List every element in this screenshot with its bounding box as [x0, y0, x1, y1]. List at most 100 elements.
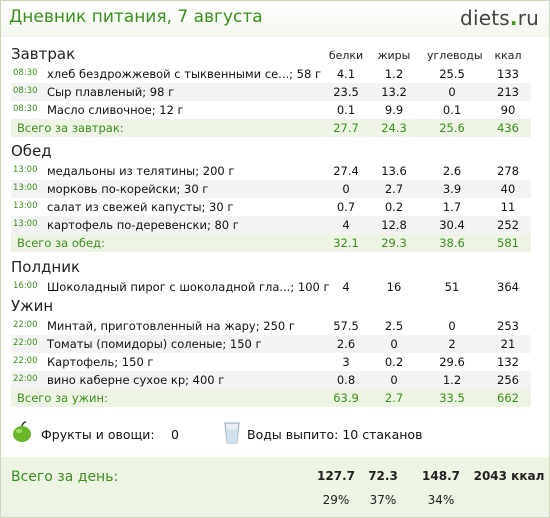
food-time: 08:30: [13, 68, 38, 78]
site-logo[interactable]: diets.ru: [460, 6, 539, 30]
food-name[interactable]: вино каберне сухое кр; 400 г: [47, 373, 225, 387]
food-row[interactable]: 13:00 картофель по-деревенски; 80 г 4 12.8 3…: [11, 216, 531, 234]
food-carbs: 0: [448, 319, 456, 333]
food-carbs: 1.2: [442, 373, 462, 387]
food-kcal: 40: [500, 182, 516, 196]
column-header-kcal: ккал: [494, 49, 522, 62]
food-kcal: 132: [497, 355, 519, 369]
food-fat: 2.7: [384, 182, 404, 196]
food-protein: 23.5: [333, 85, 359, 99]
food-time: 13:00: [13, 165, 38, 175]
food-row[interactable]: 08:30 Масло сливочное; 12 г 0.1 9.9 0.1 90: [11, 101, 531, 119]
food-carbs: 0: [448, 85, 456, 99]
food-name[interactable]: медальоны из телятины; 200 г: [47, 164, 235, 178]
food-name[interactable]: Томаты (помидоры) соленые; 150 г: [47, 337, 262, 351]
meal-total-kcal: 581: [497, 236, 519, 250]
day-protein-percent: 29%: [322, 493, 350, 507]
food-name[interactable]: хлеб бездрожжевой с тыквенными се...; 58…: [47, 67, 321, 81]
meal-total-protein: 32.1: [333, 236, 359, 250]
day-total-protein: 127.7: [317, 469, 355, 483]
food-row[interactable]: 16:00 Шоколадный пирог с шоколадной гла..…: [11, 278, 531, 296]
meal-total-carbs: 38.6: [439, 236, 465, 250]
meal-total-fat: 2.7: [384, 391, 404, 405]
apple-icon: [13, 421, 31, 442]
food-time: 13:00: [13, 219, 38, 229]
food-row[interactable]: 13:00 медальоны из телятины; 200 г 27.4 13.…: [11, 162, 531, 180]
food-kcal: 21: [500, 337, 516, 351]
meal-total-kcal: 662: [497, 391, 519, 405]
food-protein: 0.1: [336, 103, 356, 117]
food-kcal: 90: [500, 103, 516, 117]
food-name[interactable]: морковь по-корейски; 30 г: [47, 182, 209, 196]
food-time: 16:00: [13, 281, 38, 291]
food-carbs: 2.6: [442, 164, 462, 178]
food-row[interactable]: 13:00 морковь по-корейски; 30 г 0 2.7 3.9 40: [11, 180, 531, 198]
food-name[interactable]: Минтай, приготовленный на жару; 250 г: [47, 319, 295, 333]
meal-total-protein: 63.9: [333, 391, 359, 405]
food-row[interactable]: 22:00 вино каберне сухое кр; 400 г 0.8 0 1.2…: [11, 371, 531, 389]
meal-section: Ужин 22:00 Минтай, приготовленный на жару;…: [11, 297, 531, 407]
food-fat: 1.2: [384, 67, 404, 81]
meal-section: Обед 13:00 медальоны из телятины; 200 г 27.…: [11, 142, 531, 252]
food-carbs: 3.9: [442, 182, 462, 196]
food-time: 08:30: [13, 86, 38, 96]
food-row[interactable]: 08:30 хлеб бездрожжевой с тыквенными се..…: [11, 65, 531, 83]
food-protein: 27.4: [333, 164, 359, 178]
food-protein: 0: [342, 182, 350, 196]
food-name[interactable]: Шоколадный пирог с шоколадной гла...; 10…: [47, 280, 330, 294]
food-carbs: 29.6: [439, 355, 465, 369]
food-time: 22:00: [13, 374, 38, 384]
food-row[interactable]: 08:30 Сыр плавленый; 98 г 23.5 13.2 0 213: [11, 83, 531, 101]
column-header-fat: жиры: [377, 49, 411, 62]
food-time: 22:00: [13, 356, 38, 366]
food-protein: 4: [342, 280, 350, 294]
day-total: Всего за день: 127.7 72.3 148.7 2043 кка…: [1, 457, 549, 517]
food-protein: 0.8: [336, 373, 356, 387]
food-kcal: 252: [497, 218, 519, 232]
column-header-protein: белки: [328, 49, 364, 62]
food-carbs: 1.7: [442, 200, 462, 214]
food-name[interactable]: салат из свежей капусты; 30 г: [47, 200, 234, 214]
meal-total-row: Всего за ужин: 63.9 2.7 33.5 662: [11, 389, 531, 407]
food-kcal: 133: [497, 67, 519, 81]
day-total-fat: 72.3: [368, 469, 398, 483]
food-row[interactable]: 13:00 салат из свежей капусты; 30 г 0.7 0.2…: [11, 198, 531, 216]
water-label: Воды выпито: 10 стаканов: [247, 427, 423, 442]
fruits-value: 0: [171, 427, 179, 442]
food-name[interactable]: Сыр плавленый; 98 г: [47, 85, 175, 99]
food-protein: 4.1: [336, 67, 356, 81]
food-time: 13:00: [13, 183, 38, 193]
meal-section: Полдник 16:00 Шоколадный пирог с шоколадно…: [11, 258, 531, 294]
food-fat: 13.6: [381, 164, 407, 178]
day-carbs-percent: 34%: [427, 493, 455, 507]
food-row[interactable]: 22:00 Минтай, приготовленный на жару; 250…: [11, 317, 531, 335]
food-carbs: 25.5: [439, 67, 465, 81]
day-fat-percent: 37%: [369, 493, 397, 507]
food-fat: 2.5: [384, 319, 404, 333]
food-name[interactable]: Масло сливочное; 12 г: [47, 103, 184, 117]
food-protein: 4: [342, 218, 350, 232]
food-name[interactable]: картофель по-деревенски; 80 г: [47, 218, 239, 232]
fruits-label: Фрукты и овощи:: [41, 427, 155, 442]
food-carbs: 30.4: [439, 218, 465, 232]
meal-total-fat: 24.3: [381, 121, 407, 135]
meal-title: Обед: [11, 142, 52, 160]
food-name[interactable]: Картофель; 150 г: [47, 355, 154, 369]
food-row[interactable]: 22:00 Томаты (помидоры) соленые; 150 г 2.6…: [11, 335, 531, 353]
food-kcal: 213: [497, 85, 519, 99]
meal-total-carbs: 33.5: [439, 391, 465, 405]
food-fat: 0: [390, 373, 398, 387]
day-total-carbs: 148.7: [422, 469, 460, 483]
food-time: 08:30: [13, 104, 38, 114]
food-kcal: 278: [497, 164, 519, 178]
meal-total-row: Всего за обед: 32.1 29.3 38.6 581: [11, 234, 531, 252]
meal-total-label: Всего за обед:: [17, 236, 105, 250]
food-time: 22:00: [13, 338, 38, 348]
column-header-carbs: углеводы: [427, 49, 483, 62]
food-fat: 9.9: [384, 103, 404, 117]
meal-total-protein: 27.7: [333, 121, 359, 135]
food-row[interactable]: 22:00 Картофель; 150 г 3 0.2 29.6 132: [11, 353, 531, 371]
logo-dot: .: [509, 6, 518, 30]
food-fat: 0.2: [384, 200, 404, 214]
